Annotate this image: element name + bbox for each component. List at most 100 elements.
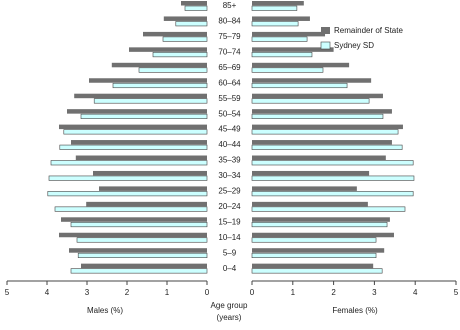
bar: [152, 52, 208, 58]
bar: [80, 113, 208, 119]
bar: [251, 36, 308, 42]
bar: [75, 155, 207, 160]
bar: [48, 175, 208, 181]
bar: [252, 263, 374, 269]
bar: [251, 160, 414, 166]
bar: [252, 186, 357, 191]
bar: [76, 237, 208, 243]
bar: [252, 124, 403, 130]
y-tick-label: 35–39: [218, 156, 241, 165]
x-tick-label: 5: [454, 288, 459, 297]
bar: [252, 109, 392, 114]
bar: [252, 93, 383, 99]
bar: [251, 113, 384, 119]
bar: [93, 170, 207, 176]
bar: [251, 67, 324, 73]
y-tick-label: 5–9: [223, 248, 237, 257]
bar: [251, 21, 299, 27]
x-tick-label: 2: [125, 288, 130, 297]
bar: [59, 124, 207, 130]
y-tick-label: 40–44: [218, 140, 241, 149]
category-label: (years): [217, 313, 242, 322]
y-tick-label: 55–59: [218, 94, 241, 103]
bar: [93, 98, 208, 104]
x-tick-label: 3: [372, 288, 377, 297]
bar: [252, 1, 304, 6]
y-tick-label: 20–24: [218, 202, 241, 211]
y-tick-label: 25–29: [218, 187, 241, 196]
bar: [252, 62, 350, 68]
bar: [77, 252, 208, 258]
bar: [252, 16, 310, 21]
bar: [184, 5, 208, 11]
y-tick-label: 60–64: [218, 78, 241, 87]
bar: [61, 217, 207, 222]
y-tick-label: 85+: [223, 1, 237, 10]
legend-label: Sydney SD: [334, 41, 374, 50]
bar: [74, 93, 207, 99]
bar: [181, 1, 207, 6]
bar: [175, 21, 208, 27]
y-tick-label: 0–4: [223, 264, 237, 273]
legend-swatch: [321, 27, 330, 34]
y-tick-label: 10–14: [218, 233, 241, 242]
x-tick-label: 3: [85, 288, 90, 297]
y-tick-label: 50–54: [218, 109, 241, 118]
bar: [252, 78, 372, 83]
bar: [70, 222, 208, 228]
bar: [63, 129, 208, 135]
bar: [252, 201, 368, 207]
y-tick-label: 45–49: [218, 125, 241, 134]
bar: [162, 36, 208, 42]
bar: [111, 62, 207, 68]
legend-label: Remainder of State: [334, 26, 403, 35]
x-tick-label: 4: [413, 288, 418, 297]
bar: [138, 67, 208, 73]
bar: [47, 191, 208, 197]
bar: [143, 31, 207, 37]
bar: [54, 206, 208, 212]
y-tick-label: 80–84: [218, 17, 241, 26]
y-tick-label: 15–19: [218, 217, 241, 226]
bar: [59, 232, 207, 238]
bar: [89, 78, 207, 83]
bar: [251, 191, 414, 197]
bar: [252, 232, 394, 238]
bar: [251, 129, 399, 135]
bar: [69, 248, 207, 253]
bar: [67, 109, 207, 114]
bar: [99, 186, 207, 191]
bar: [251, 237, 377, 243]
x-tick-label: 5: [5, 288, 10, 297]
x-tick-label: 1: [291, 288, 296, 297]
bar: [251, 5, 298, 11]
bar: [81, 263, 207, 269]
bar: [251, 82, 348, 89]
x-axis-label: Females (%): [332, 306, 378, 315]
bar: [70, 268, 208, 274]
bar: [252, 47, 334, 52]
bar: [129, 47, 207, 52]
x-tick-label: 1: [165, 288, 170, 297]
bar: [252, 155, 386, 160]
x-axis-label: Males (%): [87, 306, 123, 315]
bar: [86, 201, 207, 207]
bar: [59, 144, 208, 150]
x-tick-label: 2: [331, 288, 336, 297]
legend-swatch: [320, 41, 331, 50]
bar: [252, 217, 390, 222]
y-tick-label: 75–79: [218, 32, 241, 41]
y-tick-label: 30–34: [218, 171, 241, 180]
bar: [251, 144, 403, 150]
bar: [252, 170, 370, 176]
bar: [251, 52, 313, 58]
y-tick-label: 70–74: [218, 47, 241, 56]
bar: [252, 31, 326, 37]
bar: [251, 222, 388, 228]
x-tick-label: 0: [205, 288, 210, 297]
bar: [251, 206, 406, 212]
x-tick-label: 0: [250, 288, 255, 297]
bar: [112, 82, 208, 89]
bar: [50, 160, 208, 166]
